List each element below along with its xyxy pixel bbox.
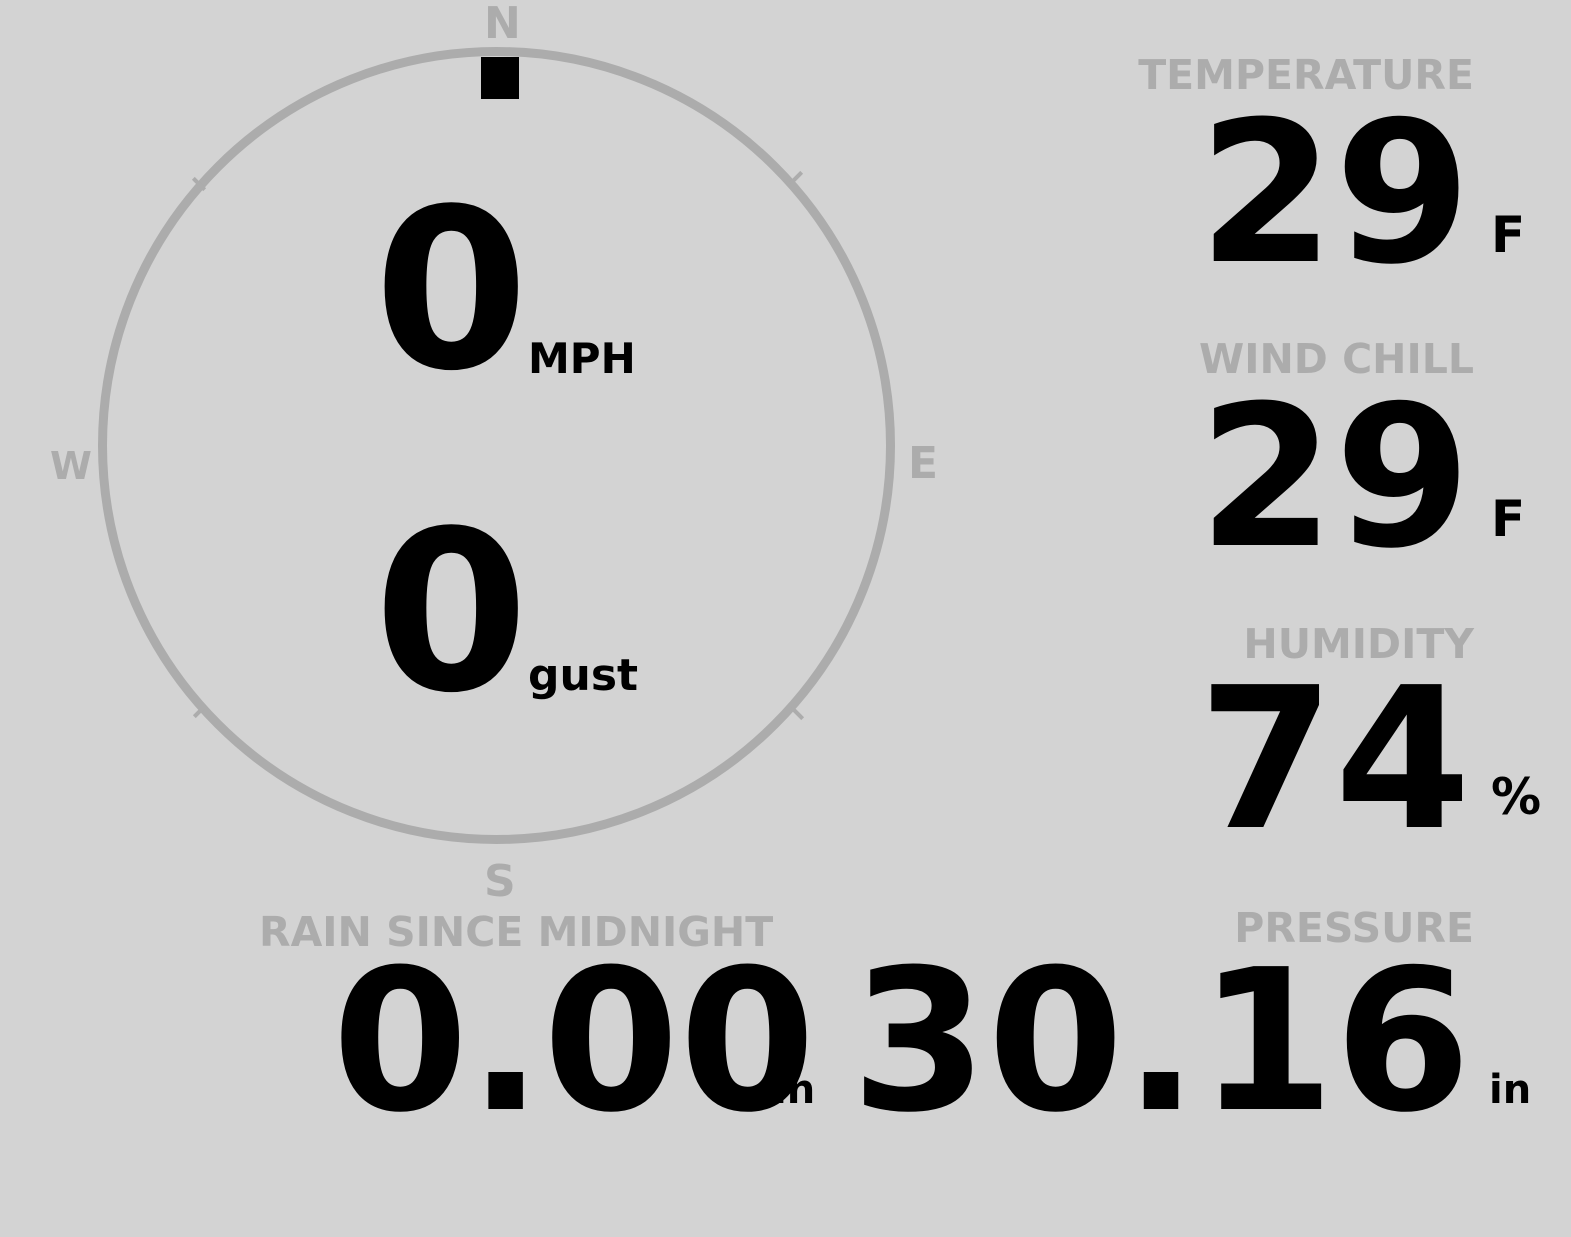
wind-chill-unit: F <box>1491 490 1526 548</box>
pressure-unit: in <box>1489 1067 1532 1113</box>
temperature-unit: F <box>1491 206 1526 264</box>
wind-gust-unit: gust <box>528 650 639 701</box>
wind-gust-value: 0 <box>374 484 529 742</box>
humidity-value: 74 <box>1198 646 1471 874</box>
rain-unit: in <box>773 1067 816 1113</box>
temperature-label: TEMPERATURE <box>1138 51 1474 99</box>
rain-value: 0.00 <box>332 928 816 1156</box>
wind-chill-label: WIND CHILL <box>1198 335 1474 383</box>
temperature-value: 29 <box>1198 80 1471 308</box>
compass-west-label: W <box>50 444 92 488</box>
compass-tick-se <box>789 705 805 721</box>
wind-speed-value: 0 <box>374 162 529 420</box>
wind-chill-value: 29 <box>1198 364 1471 592</box>
pressure-label: PRESSURE <box>1234 904 1474 952</box>
humidity-label: HUMIDITY <box>1243 620 1474 668</box>
compass-north-label: N <box>484 0 521 49</box>
compass-east-label: E <box>908 438 939 489</box>
compass-south-label: S <box>484 856 516 907</box>
wind-speed-unit: MPH <box>528 334 636 383</box>
compass-ring <box>98 47 895 844</box>
wind-direction-indicator <box>481 57 519 99</box>
pressure-value: 30.16 <box>851 928 1471 1156</box>
rain-label: RAIN SINCE MIDNIGHT <box>259 908 774 956</box>
humidity-unit: % <box>1491 768 1542 826</box>
